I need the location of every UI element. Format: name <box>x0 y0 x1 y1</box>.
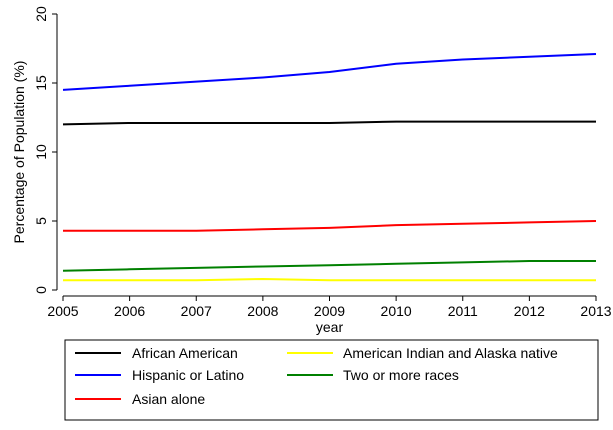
series-line <box>62 260 596 272</box>
x-tick-label: 2005 <box>47 303 78 319</box>
y-tick-label: 15 <box>33 75 49 91</box>
series-line <box>63 278 596 282</box>
axes: 2005 2006 2007 2008 2009 2010 2011 2012 2013 0 5 10… <box>11 6 612 335</box>
series-line <box>62 120 596 126</box>
series-line <box>62 53 597 91</box>
x-axis-title: year <box>316 319 344 335</box>
series-lines <box>62 53 597 282</box>
legend-label: American Indian and Alaska native <box>343 345 558 361</box>
series-line <box>63 220 597 232</box>
legend-label: Two or more races <box>343 367 459 383</box>
x-tick-label: 2013 <box>580 303 611 319</box>
legend-label: Asian alone <box>132 391 205 407</box>
x-tick-label: 2006 <box>114 303 145 319</box>
y-tick-label: 10 <box>33 144 49 160</box>
y-tick-label: 20 <box>33 6 49 22</box>
x-tick-label: 2007 <box>181 303 212 319</box>
y-tick-label: 5 <box>33 217 49 225</box>
x-tick-label: 2012 <box>514 303 545 319</box>
y-axis-title: Percentage of Population (%) <box>11 61 27 244</box>
x-tick-label: 2011 <box>448 303 478 319</box>
legend-label: African American <box>132 345 238 361</box>
legend-label: Hispanic or Latino <box>132 367 244 383</box>
x-tick-label: 2010 <box>381 303 412 319</box>
legend: African American American Indian and Alas… <box>64 339 599 421</box>
x-tick-label: 2009 <box>314 303 345 319</box>
y-tick-label: 0 <box>33 286 49 294</box>
x-tick-label: 2008 <box>247 303 278 319</box>
